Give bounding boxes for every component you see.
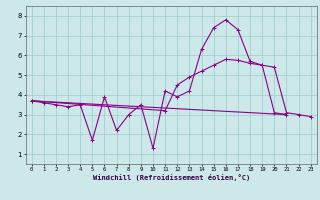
X-axis label: Windchill (Refroidissement éolien,°C): Windchill (Refroidissement éolien,°C) — [92, 174, 250, 181]
